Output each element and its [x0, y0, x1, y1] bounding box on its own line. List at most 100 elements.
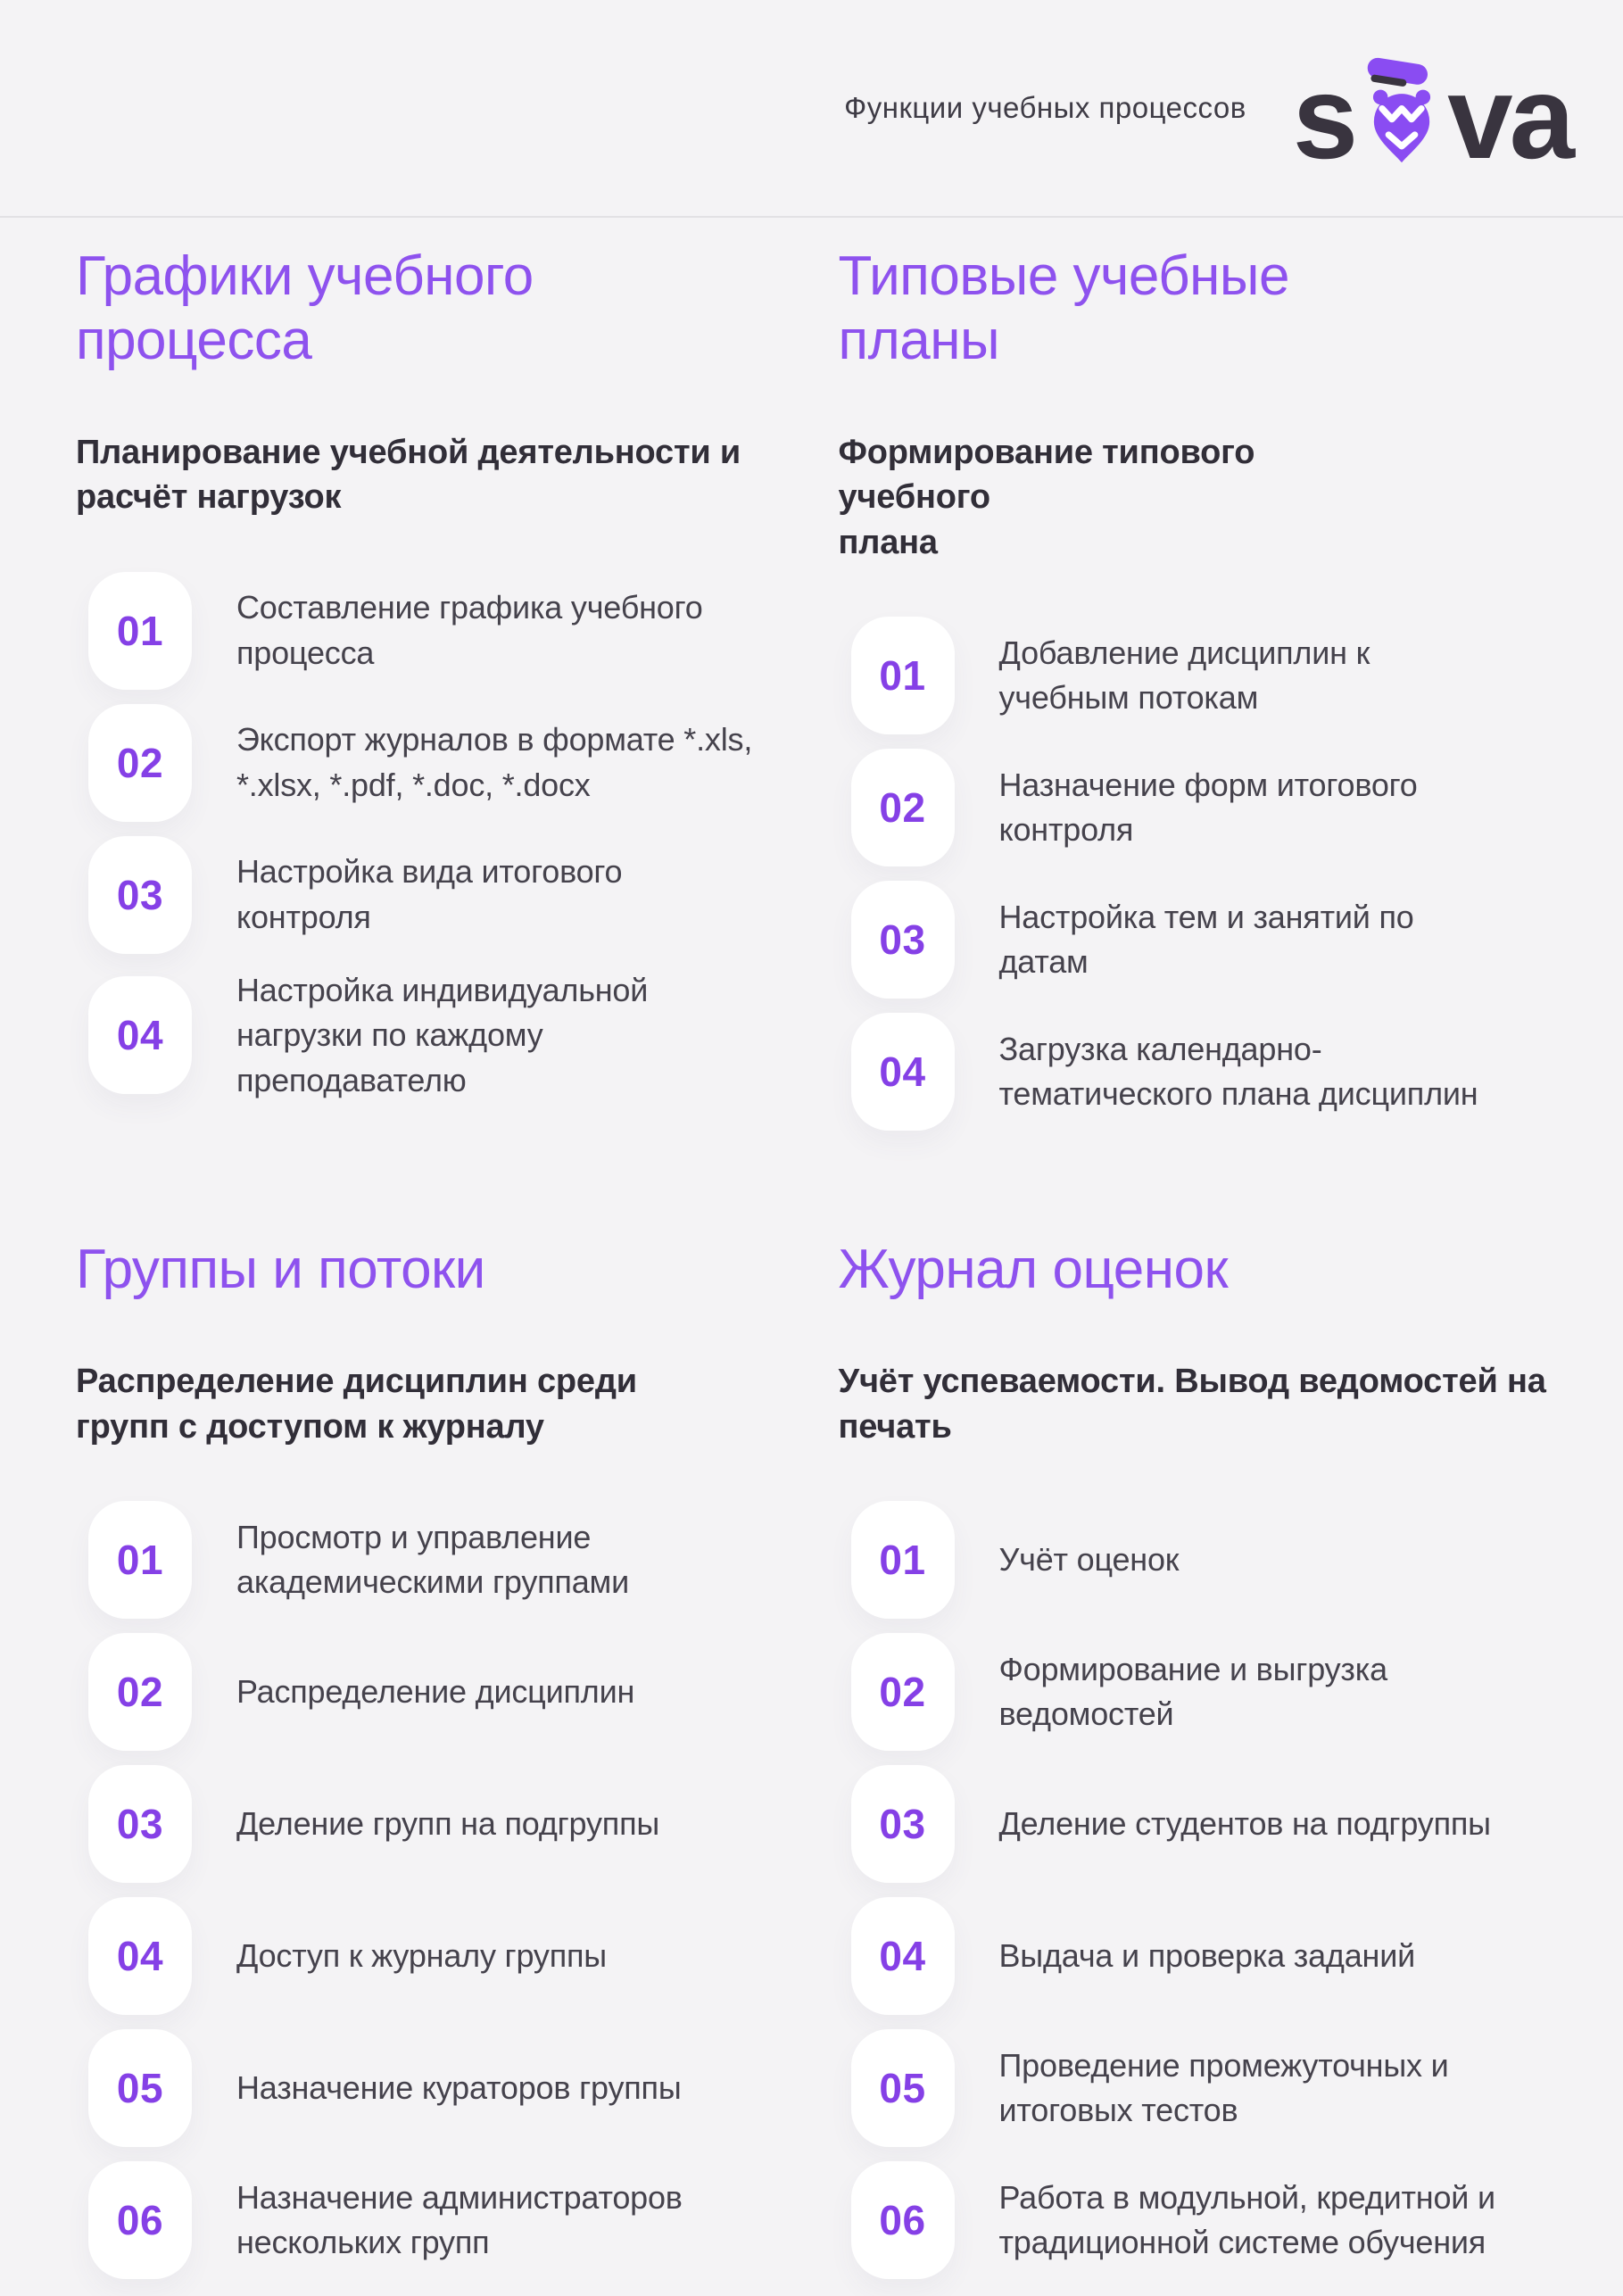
item-number: 06 [879, 2197, 926, 2244]
item-number-badge: 04 [850, 1013, 955, 1131]
item-label: Назначение форм итогового контроля [998, 767, 1418, 849]
sova-logo: s va [1292, 51, 1575, 183]
list-item: 01 Составление графика учебного процесса [88, 571, 817, 690]
item-label: Проведение промежуточных и итоговых тест… [998, 2046, 1449, 2129]
list-item: 05 Проведение промежуточных и итоговых те… [850, 2029, 1580, 2148]
list-item: 04 Выдача и проверка заданий [850, 1897, 1580, 2016]
item-number: 03 [116, 1801, 164, 1848]
item-number: 03 [116, 871, 164, 918]
section-subtitle: Планирование учебной деятельности и расч… [76, 433, 741, 517]
item-number-badge: 02 [88, 1633, 192, 1752]
item-number-badge: 06 [850, 2161, 955, 2280]
logo-text-left: s [1292, 51, 1358, 183]
list-item: 01 Просмотр и управление академическими г… [88, 1501, 817, 1620]
item-number: 02 [879, 784, 926, 832]
item-number-badge: 01 [850, 617, 955, 735]
item-label: Деление студентов на подгруппы [998, 1805, 1492, 1843]
sections-grid: Графики учебного процесса Планирование у… [0, 218, 1623, 2280]
item-label: Настройка вида итогового контроля [236, 853, 623, 935]
section-title: Журнал оценок [838, 1239, 1229, 1301]
logo-text-right: va [1447, 51, 1575, 183]
item-number-badge: 03 [88, 1765, 192, 1884]
item-number: 01 [879, 652, 926, 700]
list-item: 04 Настройка индивидуальной нагрузки по к… [88, 968, 817, 1103]
section-subtitle: Формирование типового учебного плана [838, 433, 1255, 561]
item-number-badge: 01 [850, 1501, 955, 1620]
section-items: 01 Учёт оценок 02 Формирование и выгрузка в… [839, 1501, 1580, 2280]
item-label: Учёт оценок [998, 1541, 1180, 1579]
item-label: Выдача и проверка заданий [998, 1937, 1416, 1975]
item-number: 01 [879, 1537, 926, 1584]
list-item: 04 Доступ к журналу группы [88, 1897, 817, 2016]
item-label: Распределение дисциплин [236, 1673, 635, 1711]
item-label: Формирование и выгрузка ведомостей [998, 1650, 1388, 1733]
item-number: 02 [116, 1669, 164, 1716]
list-item: 03 Настройка тем и занятий по датам [850, 881, 1580, 999]
item-label: Настройка тем и занятий по датам [998, 899, 1414, 981]
list-item: 02 Экспорт журналов в формате *.xls, *.xl… [88, 703, 817, 822]
item-number: 01 [116, 1537, 164, 1584]
item-label: Настройка индивидуальной нагрузки по каж… [236, 971, 649, 1098]
item-label: Загрузка календарно- тематического плана… [998, 1031, 1478, 1113]
item-number-badge: 03 [850, 881, 955, 999]
item-number: 04 [879, 1933, 926, 1980]
list-item: 01 Учёт оценок [850, 1501, 1580, 1620]
list-item: 02 Назначение форм итогового контроля [850, 749, 1580, 867]
item-number: 02 [879, 1669, 926, 1716]
item-number-badge: 05 [850, 2029, 955, 2148]
item-label: Деление групп на подгруппы [236, 1805, 660, 1843]
item-number-badge: 03 [850, 1765, 955, 1884]
list-item: 03 Деление студентов на подгруппы [850, 1765, 1580, 1884]
section-title: Типовые учебные планы [838, 245, 1290, 371]
list-item: 03 Настройка вида итогового контроля [88, 835, 817, 954]
page-header: Функции учебных процессов s va [0, 0, 1623, 218]
item-number: 02 [116, 739, 164, 786]
section-items: 01 Добавление дисциплин к учебным потокам… [839, 617, 1580, 1131]
item-number-badge: 02 [88, 703, 192, 822]
item-number: 04 [116, 1012, 164, 1059]
item-number-badge: 04 [850, 1897, 955, 2016]
item-number-badge: 05 [88, 2029, 192, 2148]
item-label: Составление графика учебного процесса [236, 589, 703, 671]
section-subtitle: Распределение дисциплин среди групп с до… [76, 1363, 637, 1446]
item-number: 05 [879, 2065, 926, 2112]
list-item: 06 Работа в модульной, кредитной и традиц… [850, 2161, 1580, 2280]
item-number-badge: 01 [88, 1501, 192, 1620]
item-number: 03 [879, 1801, 926, 1848]
owl-pin-icon [1367, 57, 1431, 163]
item-label: Просмотр и управление академическими гру… [236, 1518, 629, 1601]
list-item: 01 Добавление дисциплин к учебным потокам [850, 617, 1580, 735]
section-typical-curricula: Типовые учебные планы Формирование типов… [839, 245, 1580, 1131]
item-label: Экспорт журналов в формате *.xls, *.xlsx… [236, 721, 753, 803]
item-label: Работа в модульной, кредитной и традицио… [998, 2178, 1496, 2261]
item-number-badge: 04 [88, 1897, 192, 2016]
section-grade-journal: Журнал оценок Учёт успеваемости. Вывод в… [838, 1238, 1580, 2280]
section-study-schedules: Графики учебного процесса Планирование у… [76, 245, 817, 1131]
list-item: 02 Формирование и выгрузка ведомостей [850, 1633, 1580, 1752]
item-number: 04 [116, 1933, 164, 1980]
item-number: 05 [116, 2065, 164, 2112]
list-item: 05 Назначение кураторов группы [88, 2029, 817, 2148]
section-title: Группы и потоки [76, 1239, 485, 1301]
section-groups-streams: Группы и потоки Распределение дисциплин … [76, 1238, 817, 2280]
item-number: 04 [879, 1049, 926, 1096]
item-label: Назначение администраторов нескольких гр… [236, 2178, 683, 2261]
section-items: 01 Просмотр и управление академическими г… [76, 1501, 817, 2280]
item-label: Добавление дисциплин к учебным потокам [998, 634, 1370, 717]
header-tagline: Функции учебных процессов [844, 91, 1246, 124]
item-number-badge: 02 [850, 1633, 955, 1752]
item-number-badge: 04 [88, 976, 192, 1095]
list-item: 06 Назначение администраторов нескольких … [88, 2161, 817, 2280]
item-number: 06 [116, 2197, 164, 2244]
item-number-badge: 02 [850, 749, 955, 867]
item-label: Назначение кураторов группы [236, 2069, 682, 2107]
item-number-badge: 03 [88, 835, 192, 954]
list-item: 03 Деление групп на подгруппы [88, 1765, 817, 1884]
item-number-badge: 06 [88, 2161, 192, 2280]
item-label: Доступ к журналу группы [236, 1937, 607, 1975]
section-title: Графики учебного процесса [76, 245, 534, 371]
section-subtitle: Учёт успеваемости. Вывод ведомостей на п… [838, 1363, 1546, 1446]
list-item: 02 Распределение дисциплин [88, 1633, 817, 1752]
list-item: 04 Загрузка календарно- тематического пла… [850, 1013, 1580, 1131]
